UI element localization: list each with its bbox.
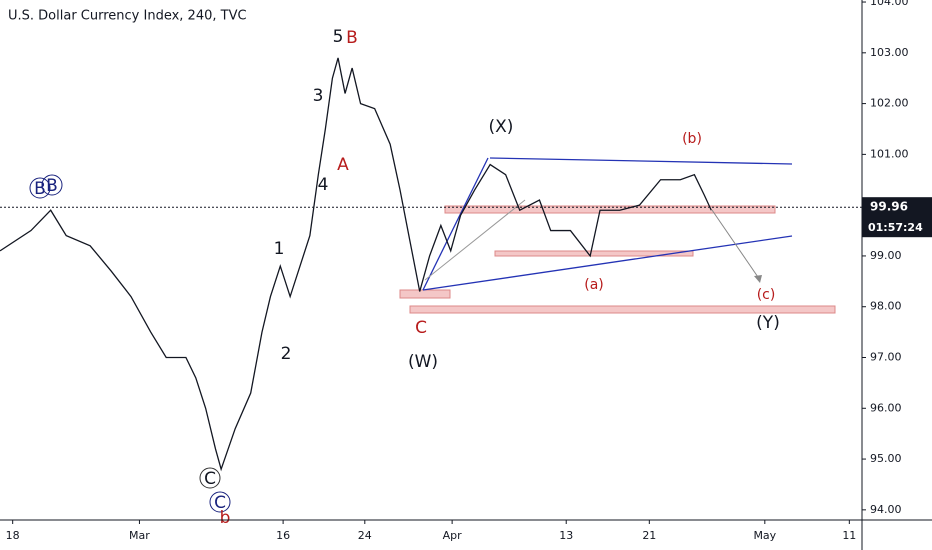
y-tick-label: 104.00 <box>870 0 909 8</box>
zone <box>409 305 836 314</box>
x-tick-label: 11 <box>842 529 856 542</box>
wave-label: A <box>337 155 349 175</box>
wave-label: C <box>204 469 216 489</box>
trendline <box>424 199 526 281</box>
zone <box>444 205 776 214</box>
x-tick-label: May <box>753 529 776 542</box>
x-tick-label: 21 <box>642 529 656 542</box>
y-tick-label: 102.00 <box>870 97 909 110</box>
countdown: 01:57:24 <box>868 221 923 234</box>
x-tick-label: 18 <box>6 529 20 542</box>
y-tick-label: 101.00 <box>870 147 909 160</box>
y-tick-label: 98.00 <box>870 300 902 313</box>
trendline <box>489 157 793 165</box>
circle <box>209 491 231 513</box>
trendline <box>422 157 489 291</box>
wave-label: 5 <box>333 27 344 47</box>
y-tick-label: 99.00 <box>870 249 902 262</box>
wave-label: (X) <box>489 117 514 137</box>
zone <box>494 250 694 257</box>
arrowhead <box>754 275 762 283</box>
zone <box>399 289 451 299</box>
wave-label: C <box>415 318 427 338</box>
wave-label: B <box>46 176 58 196</box>
wave-label: 2 <box>281 344 292 364</box>
circle <box>199 467 221 489</box>
y-tick-label: 94.00 <box>870 503 902 516</box>
y-tick-label: 96.00 <box>870 401 902 414</box>
price-line <box>0 57 712 472</box>
wave-label: (Y) <box>756 313 780 333</box>
x-tick-label: 13 <box>559 529 573 542</box>
chart-title: U.S. Dollar Currency Index, 240, TVC <box>8 9 247 24</box>
last-price-label: 99.96 <box>870 200 908 214</box>
x-tick-label: 16 <box>276 529 290 542</box>
x-tick-label: 24 <box>358 529 372 542</box>
wave-label: C <box>214 493 226 513</box>
circle <box>29 177 51 199</box>
wave-label: (a) <box>584 277 604 293</box>
wave-label: B <box>34 179 46 199</box>
drawings <box>29 157 836 513</box>
projection-arrow <box>711 209 761 281</box>
trendline <box>422 235 793 291</box>
circle <box>41 174 63 196</box>
y-tick-label: 95.00 <box>870 452 902 465</box>
x-tick-label: Apr <box>443 529 463 542</box>
x-tick-label: Mar <box>129 529 150 542</box>
wave-label: 3 <box>313 86 324 106</box>
y-tick-label: 103.00 <box>870 46 909 59</box>
wave-label: (W) <box>408 352 438 372</box>
wave-label: b <box>220 508 231 528</box>
wave-label: (b) <box>682 131 702 147</box>
y-tick-label: 97.00 <box>870 351 902 364</box>
wave-label: B <box>346 28 358 48</box>
last-price-box <box>862 197 932 238</box>
wave-label: 4 <box>318 175 329 195</box>
wave-label: (c) <box>757 287 776 303</box>
wave-label: 1 <box>274 239 285 259</box>
